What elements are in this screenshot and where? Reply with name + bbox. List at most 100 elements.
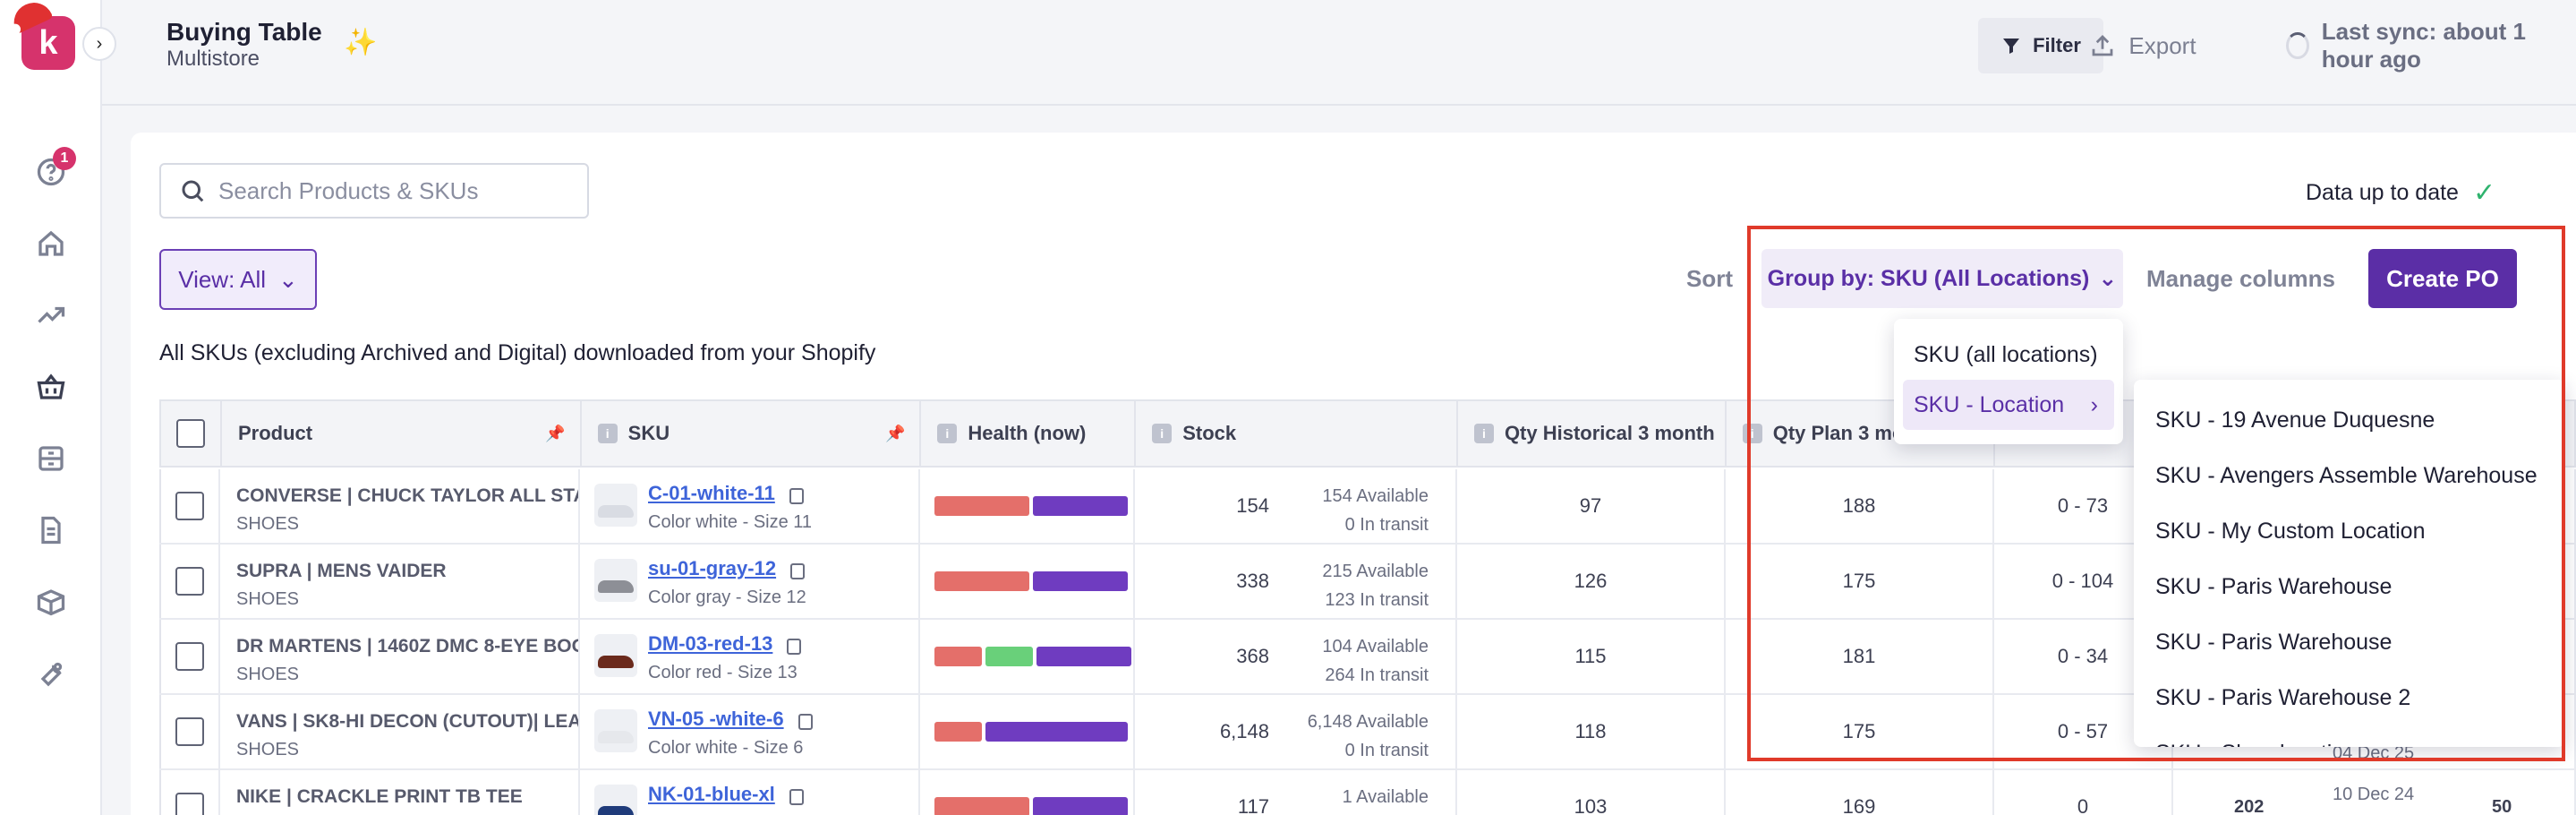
submenu-item[interactable]: SKU - Paris Warehouse 2: [2155, 684, 2411, 710]
wrench-icon[interactable]: [33, 656, 69, 691]
product-type: SHOES: [236, 589, 300, 609]
submenu-item[interactable]: SKU - Shop location: [2134, 725, 2565, 748]
row-checkbox-cell: [159, 620, 220, 693]
box-icon[interactable]: [33, 584, 69, 620]
export-button[interactable]: Export: [2000, 18, 2286, 73]
product-name: VANS | SK8-HI DECON (CUTOUT)| LEA: [236, 711, 580, 732]
help-icon[interactable]: 1: [33, 147, 76, 190]
archive-icon[interactable]: [33, 441, 69, 476]
copy-icon[interactable]: [790, 562, 806, 579]
group-by-select[interactable]: Group by: SKU (All Locations) ⌄: [1761, 249, 2123, 308]
qty-historical-cell: 103: [1457, 770, 1726, 815]
extra-cell: [2173, 770, 2576, 815]
document-icon[interactable]: [33, 512, 69, 548]
table-row[interactable]: NIKE | CRACKLE PRINT TB TEE NK-01-blue-x…: [159, 770, 2576, 815]
basket-icon[interactable]: [33, 369, 69, 405]
column-health[interactable]: i Health (now): [921, 401, 1137, 466]
stock-total: 368: [1236, 645, 1269, 667]
sku-link[interactable]: VN-05 -white-6: [648, 708, 784, 730]
row-checkbox[interactable]: [175, 492, 204, 520]
sort-button[interactable]: Sort: [1686, 265, 1733, 292]
product-cell: CONVERSE | CHUCK TAYLOR ALL STA SHOES: [220, 469, 580, 543]
search-input[interactable]: Search Products & SKUs: [159, 163, 589, 219]
health-bar-purple: [1033, 571, 1128, 591]
filter-button[interactable]: Filter: [1978, 18, 2103, 73]
location-submenu: SKU - 19 Avenue Duquesne SKU - Avengers …: [2134, 380, 2565, 747]
stock-total: 6,148: [1219, 720, 1269, 742]
sku-link[interactable]: DM-03-red-13: [648, 632, 773, 655]
product-cell: DR MARTENS | 1460Z DMC 8-EYE BOO SHOES: [220, 620, 580, 693]
health-cell: [920, 620, 1135, 693]
trending-icon[interactable]: [33, 297, 69, 333]
menu-item-sku-all-locations[interactable]: SKU (all locations): [1914, 341, 2098, 367]
row-checkbox[interactable]: [175, 567, 204, 596]
submenu-item[interactable]: SKU - Paris Warehouse: [2155, 629, 2393, 655]
table-body: CONVERSE | CHUCK TAYLOR ALL STA SHOES C-…: [159, 469, 2576, 815]
row-checkbox-cell: [159, 770, 220, 815]
column-sku[interactable]: i SKU 📌: [582, 401, 922, 466]
product-image-icon: [598, 505, 634, 518]
sync-status: Last sync: about 1 hour ago: [2286, 18, 2576, 73]
stock-breakdown: 1 Available: [1343, 783, 1429, 811]
column-product[interactable]: Product 📌: [222, 401, 582, 466]
sku-cell: C-01-white-11 Color white - Size 11: [580, 469, 920, 543]
health-cell: [920, 469, 1135, 543]
app-logo[interactable]: k: [7, 0, 75, 70]
table-description: All SKUs (excluding Archived and Digital…: [159, 340, 876, 365]
copy-icon[interactable]: [789, 487, 804, 504]
filter-label: Filter: [2033, 34, 2081, 56]
select-all-checkbox[interactable]: [175, 419, 205, 448]
home-icon[interactable]: [33, 226, 69, 262]
chevron-down-icon: ⌄: [2098, 266, 2118, 291]
qty-historical-cell: 118: [1457, 695, 1726, 768]
submenu-item[interactable]: SKU - Avengers Assemble Warehouse: [2155, 462, 2538, 488]
stock-in-transit: 0 In transit: [1344, 515, 1429, 535]
column-qty-historical[interactable]: i Qty Historical 3 month: [1458, 401, 1727, 466]
health-cell: [920, 695, 1135, 768]
health-bar-purple: [985, 722, 1128, 742]
table-row[interactable]: CONVERSE | CHUCK TAYLOR ALL STA SHOES C-…: [159, 469, 2576, 545]
menu-item-sku-location[interactable]: SKU - Location ›: [1903, 380, 2114, 430]
row-checkbox[interactable]: [175, 793, 204, 815]
check-icon: ✓: [2472, 178, 2496, 208]
health-cell: [920, 770, 1135, 815]
sku-link[interactable]: C-01-white-11: [648, 482, 775, 504]
table-row[interactable]: DR MARTENS | 1460Z DMC 8-EYE BOO SHOES D…: [159, 620, 2576, 695]
copy-icon[interactable]: [789, 788, 804, 805]
sku-link[interactable]: su-01-gray-12: [648, 557, 777, 579]
submenu-item[interactable]: SKU - My Custom Location: [2155, 518, 2426, 544]
pin-icon[interactable]: 📌: [884, 425, 906, 442]
column-stock[interactable]: i Stock: [1136, 401, 1458, 466]
product-name: SUPRA | MENS VAIDER: [236, 561, 447, 581]
spinner-icon: [2286, 32, 2309, 59]
create-po-button[interactable]: Create PO: [2368, 249, 2517, 308]
health-cell: [920, 545, 1135, 618]
submenu-item[interactable]: SKU - Paris Warehouse: [2155, 573, 2393, 599]
column-label: SKU: [627, 422, 670, 444]
sparkle-icon[interactable]: ✨: [344, 28, 378, 57]
sku-cell: NK-01-blue-xl: [580, 770, 920, 815]
chevron-right-icon: ›: [2090, 391, 2098, 417]
stock-in-transit: 264 In transit: [1325, 665, 1429, 685]
row-checkbox[interactable]: [175, 642, 204, 671]
stock-available: 6,148 Available: [1307, 712, 1429, 732]
health-bar-red: [934, 797, 1029, 815]
table-row[interactable]: VANS | SK8-HI DECON (CUTOUT)| LEA SHOES …: [159, 695, 2576, 770]
notification-badge: 1: [53, 147, 76, 170]
pin-icon[interactable]: 📌: [545, 425, 566, 442]
sku-variant: Color red - Size 13: [648, 663, 798, 682]
health-bar-red: [934, 496, 1029, 516]
sku-cell: su-01-gray-12 Color gray - Size 12: [580, 545, 920, 618]
sku-link[interactable]: NK-01-blue-xl: [648, 783, 775, 805]
stock-available: 104 Available: [1322, 637, 1429, 656]
extra-cell: [2173, 620, 2576, 693]
collapse-sidebar-button[interactable]: ›: [82, 27, 116, 61]
copy-icon[interactable]: [787, 638, 802, 655]
manage-columns-button[interactable]: Manage columns: [2146, 265, 2335, 292]
sku-cell: DM-03-red-13 Color red - Size 13: [580, 620, 920, 693]
submenu-item[interactable]: SKU - 19 Avenue Duquesne: [2155, 407, 2435, 433]
extra-cell: [2173, 545, 2576, 618]
copy-icon[interactable]: [798, 713, 813, 730]
row-checkbox[interactable]: [175, 717, 204, 746]
view-select[interactable]: View: All ⌄: [159, 249, 317, 310]
